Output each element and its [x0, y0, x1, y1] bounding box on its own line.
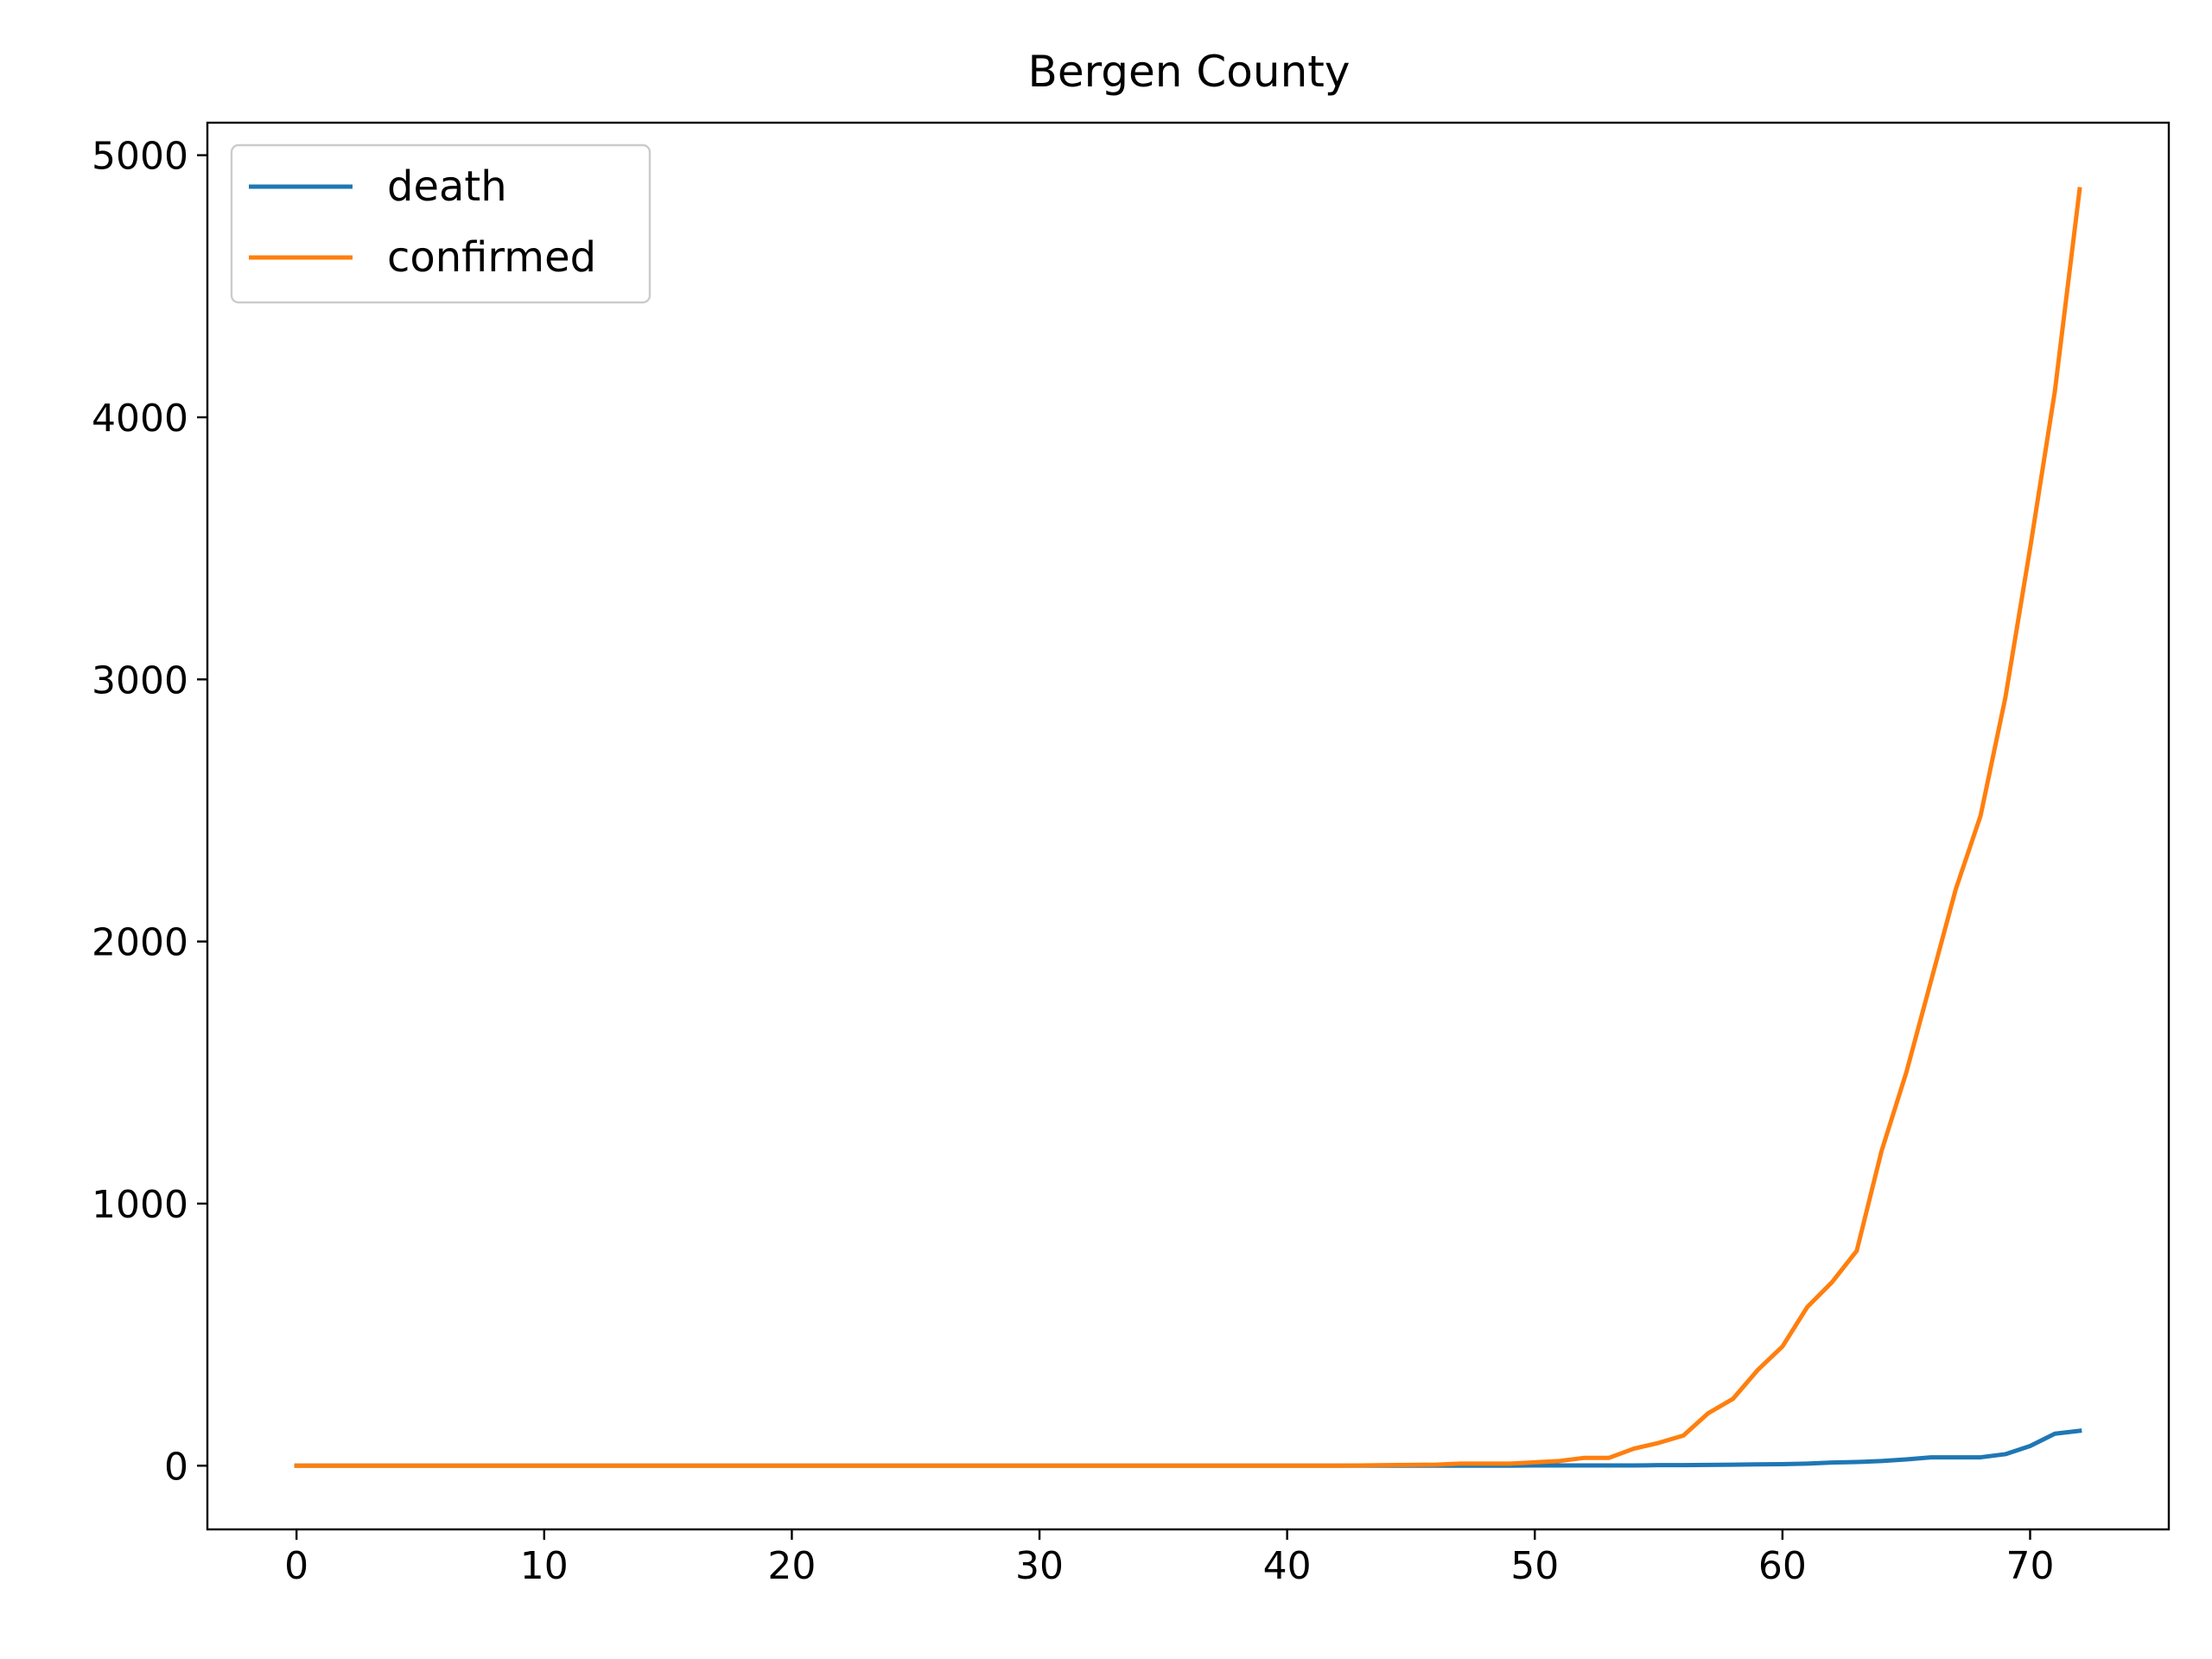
x-tick-label: 30 [1015, 1544, 1064, 1588]
x-tick-label: 40 [1263, 1544, 1312, 1588]
legend: death confirmed [230, 143, 652, 304]
legend-label-death: death [387, 162, 507, 211]
y-tick-label: 3000 [92, 658, 188, 702]
chart-title: Bergen County [1028, 47, 1351, 97]
y-tick-label: 0 [164, 1445, 188, 1489]
plot-frame [206, 121, 2171, 1531]
legend-label-confirmed: confirmed [387, 233, 596, 282]
series-line-confirmed [294, 187, 2082, 1468]
x-tick-label: 20 [767, 1544, 816, 1588]
x-tick-label: 0 [284, 1544, 308, 1588]
plot-area [294, 187, 2082, 1468]
y-tick-label: 5000 [92, 135, 188, 179]
x-tick-label: 70 [2005, 1544, 2054, 1588]
y-tick-label: 1000 [92, 1183, 188, 1227]
y-tick-label: 2000 [92, 921, 188, 965]
x-tick-label: 50 [1510, 1544, 1559, 1588]
x-tick-label: 10 [520, 1544, 569, 1588]
x-tick-label: 60 [1758, 1544, 1807, 1588]
y-tick-label: 4000 [92, 397, 188, 441]
